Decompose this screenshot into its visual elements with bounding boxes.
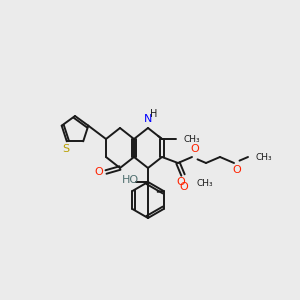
Text: CH₃: CH₃ xyxy=(184,134,201,143)
Text: HO: HO xyxy=(122,175,139,185)
Text: O: O xyxy=(94,167,103,177)
Text: O: O xyxy=(232,165,242,175)
Text: CH₃: CH₃ xyxy=(256,152,273,161)
Text: H: H xyxy=(150,109,158,119)
Text: O: O xyxy=(177,177,185,187)
Text: CH₃: CH₃ xyxy=(196,179,213,188)
Text: O: O xyxy=(190,144,200,154)
Text: S: S xyxy=(62,144,69,154)
Text: N: N xyxy=(144,114,152,124)
Text: O: O xyxy=(179,182,188,192)
